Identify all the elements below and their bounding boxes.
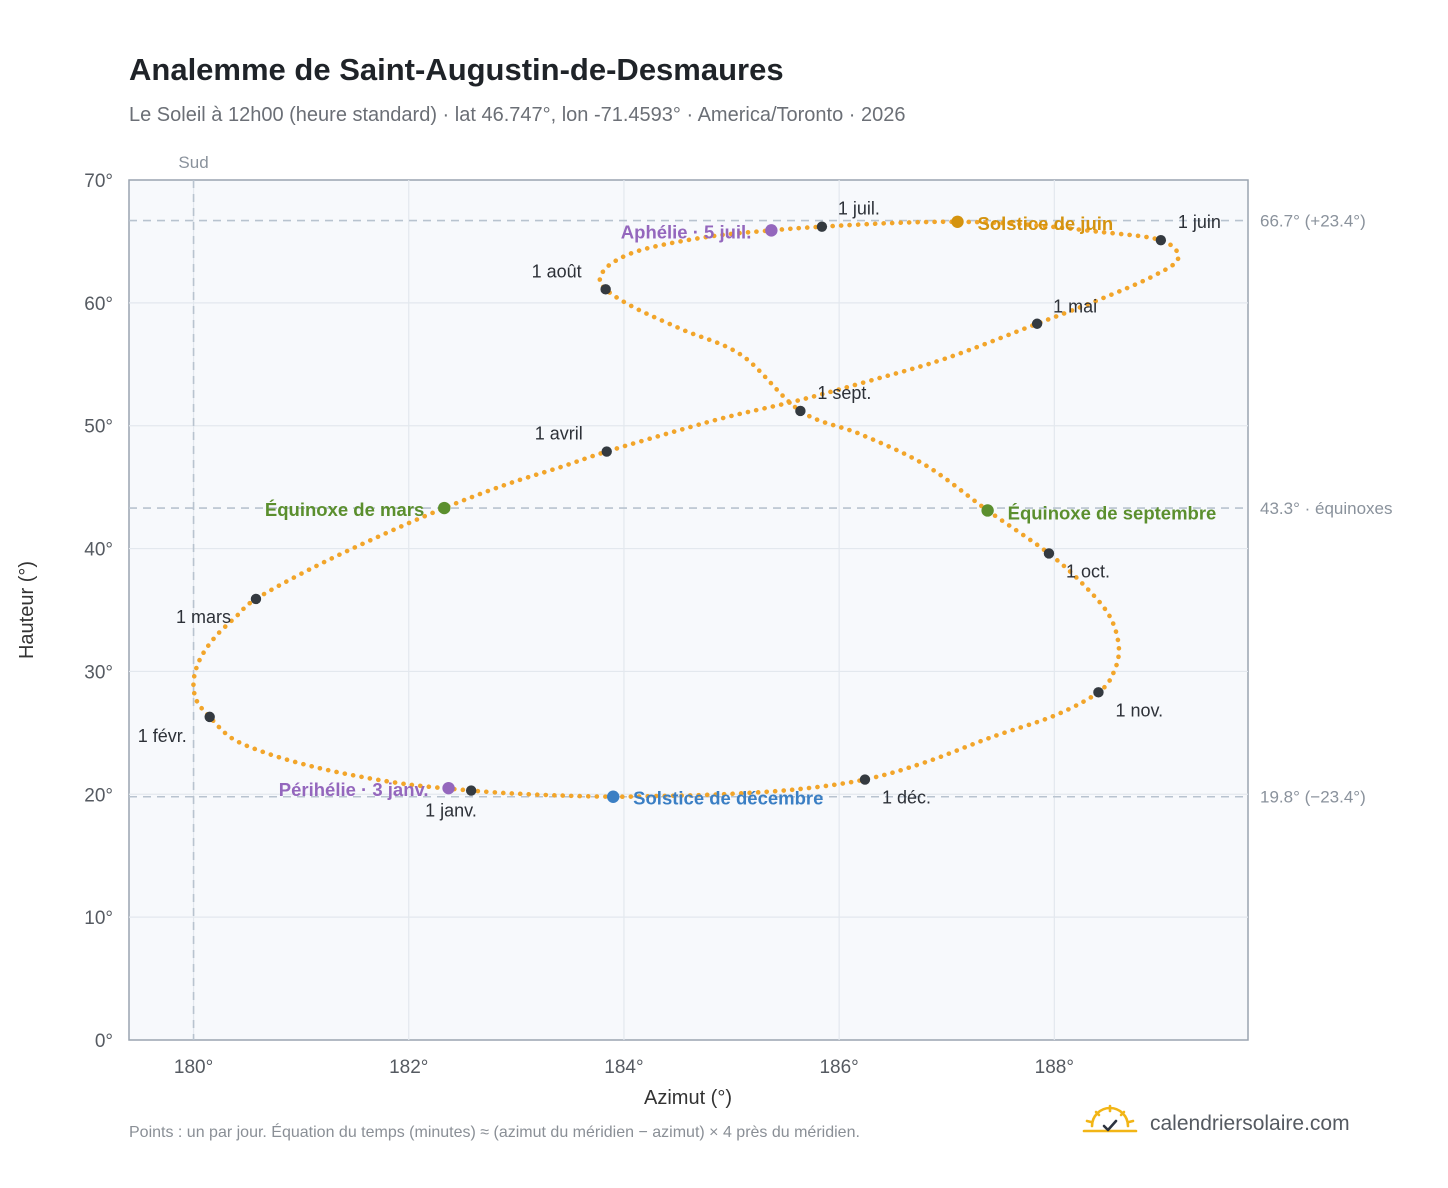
event-label: Aphélie · 5 juil. — [621, 221, 752, 242]
month-point — [1043, 548, 1055, 559]
month-label: 1 janv. — [425, 801, 477, 821]
month-point — [465, 785, 477, 796]
y-tick-label: 10° — [84, 908, 113, 929]
month-point — [1155, 235, 1167, 246]
event-point — [981, 504, 994, 517]
sun-logo-icon — [1082, 1104, 1138, 1133]
y-tick-label: 30° — [84, 662, 113, 683]
month-label: 1 sept. — [817, 383, 871, 403]
month-label: 1 mars — [176, 607, 231, 627]
event-label: Solstice de décembre — [633, 788, 823, 809]
month-label: 1 juin — [1178, 212, 1221, 232]
month-point — [859, 774, 871, 785]
reference-label-altitude: 66.7° (+23.4°) — [1260, 212, 1366, 231]
month-point — [816, 221, 828, 232]
reference-label-altitude: 19.8° (−23.4°) — [1260, 788, 1366, 807]
month-point — [250, 593, 262, 605]
tick-labels: 0° 10° 20° 30° 40° 50° 60° 70° 180° 182° 184° 186° 1… — [84, 171, 1074, 1078]
month-point — [601, 446, 612, 457]
month-label: 1 août — [532, 261, 582, 281]
footnote: Points : un par jour. Équation du temps … — [129, 1124, 860, 1141]
month-points: 1 janv. 1 févr. 1 mars 1 avril 1 mai 1 juin 1 … — [138, 199, 1221, 821]
reference-label-south: Sud — [178, 153, 208, 172]
month-point — [795, 405, 806, 417]
event-point — [442, 781, 455, 795]
reference-lines: Sud 66.7° (+23.4°) 43.3° · équinoxes 19.8° … — [129, 153, 1393, 1040]
x-tick-label: 184° — [604, 1057, 643, 1078]
event-label: Solstice de juin — [977, 213, 1113, 234]
y-tick-label: 40° — [84, 540, 113, 561]
month-label: 1 févr. — [138, 726, 187, 746]
y-axis-label: Hauteur (°) — [16, 561, 38, 659]
x-tick-label: 180° — [174, 1057, 213, 1078]
analemma-curve — [191, 219, 1181, 800]
chart-subtitle: Le Soleil à 12h00 (heure standard) · lat… — [129, 104, 906, 126]
month-label: 1 juil. — [838, 199, 880, 219]
y-tick-label: 60° — [84, 294, 113, 315]
brand[interactable]: calendriersolaire.com — [1082, 1104, 1350, 1144]
event-point — [951, 215, 964, 228]
x-tick-label: 182° — [389, 1057, 428, 1078]
month-point — [600, 284, 611, 295]
month-point — [204, 711, 215, 723]
x-tick-label: 186° — [819, 1057, 858, 1078]
month-label: 1 déc. — [882, 788, 931, 808]
month-label: 1 nov. — [1115, 700, 1163, 720]
y-tick-label: 0° — [95, 1031, 113, 1052]
event-point — [438, 501, 451, 515]
y-tick-label: 70° — [84, 171, 113, 192]
month-point — [1093, 687, 1104, 698]
brand-name: calendriersolaire.com — [1150, 1112, 1350, 1135]
event-points: Solstice de juin Solstice de décembre Équi… — [265, 213, 1216, 809]
event-point — [765, 224, 778, 237]
analemma-daily-points — [191, 219, 1181, 800]
month-label: 1 mai — [1053, 297, 1097, 317]
event-label: Équinoxe de septembre — [1008, 502, 1217, 523]
y-tick-label: 20° — [84, 785, 113, 806]
month-label: 1 oct. — [1066, 561, 1110, 581]
x-tick-label: 188° — [1035, 1057, 1074, 1078]
event-point — [606, 790, 620, 803]
plot-area — [128, 179, 1249, 1041]
event-label: Périhélie · 3 janv. — [279, 779, 429, 800]
reference-label-altitude: 43.3° · équinoxes — [1260, 499, 1393, 518]
event-label: Équinoxe de mars — [265, 499, 424, 520]
y-tick-label: 50° — [84, 417, 113, 438]
month-point — [1031, 318, 1043, 329]
chart-title: Analemme de Saint-Augustin-de-Desmaures — [129, 52, 784, 87]
month-label: 1 avril — [535, 424, 583, 444]
x-axis-label: Azimut (°) — [644, 1087, 732, 1109]
grid — [129, 180, 1248, 1040]
